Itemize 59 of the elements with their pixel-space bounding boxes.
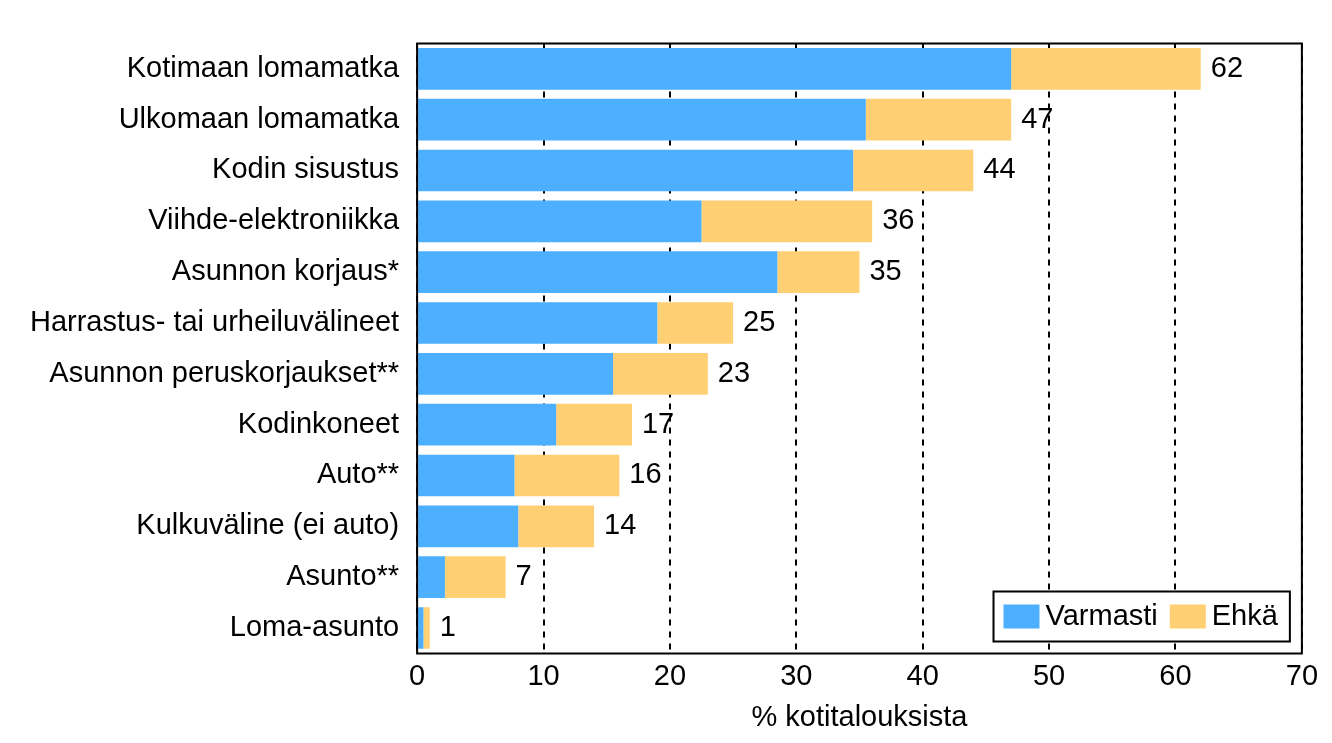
- bar: [418, 302, 658, 344]
- x-tick-label: 0: [409, 658, 426, 691]
- bar: [1011, 47, 1201, 90]
- bar: [613, 352, 708, 395]
- bar: [418, 352, 614, 395]
- y-tick-label: Asunnon peruskorjaukset**: [49, 355, 400, 388]
- bar: [418, 556, 445, 598]
- bar: [518, 505, 595, 548]
- total-label: 36: [882, 203, 915, 236]
- bar: [418, 607, 424, 649]
- total-label: 23: [717, 355, 751, 388]
- y-tick-label: Asunto**: [286, 559, 400, 592]
- x-tick-label: 70: [1285, 658, 1318, 691]
- y-tick-label: Harrastus- tai urheiluvälineet: [29, 304, 400, 337]
- y-tick-label: Auto**: [316, 457, 400, 490]
- total-label: 7: [515, 559, 532, 592]
- bar: [701, 200, 873, 243]
- y-tick-label: Kodin sisustus: [212, 152, 400, 185]
- bar: [418, 47, 1012, 90]
- x-tick-label: 10: [527, 658, 560, 691]
- total-label: 44: [983, 152, 1016, 185]
- bar: [444, 556, 506, 598]
- bar: [418, 149, 854, 192]
- bar: [777, 251, 860, 293]
- bar: [423, 607, 430, 649]
- y-tick-label: Kotimaan lomamatka: [126, 50, 400, 83]
- y-tick-label: Asunnon korjaus*: [171, 254, 400, 287]
- bar: [556, 403, 632, 446]
- bar: [418, 200, 702, 243]
- total-label: 62: [1210, 50, 1244, 83]
- x-tick-label: 30: [780, 658, 813, 691]
- bar: [865, 98, 1012, 141]
- legend-label: Varmasti: [1045, 599, 1158, 632]
- total-label: 16: [629, 457, 662, 490]
- total-label: 1: [439, 609, 456, 642]
- y-tick-label: Kodinkoneet: [237, 406, 400, 439]
- y-tick-label: Loma-asunto: [229, 609, 400, 642]
- x-tick-label: 50: [1032, 658, 1066, 691]
- bar: [657, 302, 734, 344]
- total-label: 35: [869, 254, 902, 287]
- legend-label: Ehkä: [1211, 599, 1279, 632]
- y-tick-label: Ulkomaan lomamatka: [118, 101, 400, 134]
- bar: [853, 149, 974, 192]
- y-tick-label: Kulkuväline (ei auto): [136, 508, 400, 541]
- bar: [418, 251, 778, 293]
- total-label: 14: [604, 508, 637, 541]
- total-label: 47: [1021, 101, 1054, 134]
- bar: [418, 505, 519, 548]
- bar: [418, 403, 557, 446]
- y-tick-label: Viihde-elektroniikka: [148, 203, 400, 236]
- x-axis-title: % kotitalouksista: [751, 699, 969, 732]
- bar: [418, 98, 866, 141]
- x-tick-label: 60: [1159, 658, 1192, 691]
- x-tick-label: 20: [653, 658, 687, 691]
- total-label: 17: [641, 406, 675, 439]
- total-label: 25: [743, 304, 776, 337]
- x-tick-label: 40: [906, 658, 939, 691]
- bar: [418, 454, 515, 497]
- bar: [514, 454, 620, 497]
